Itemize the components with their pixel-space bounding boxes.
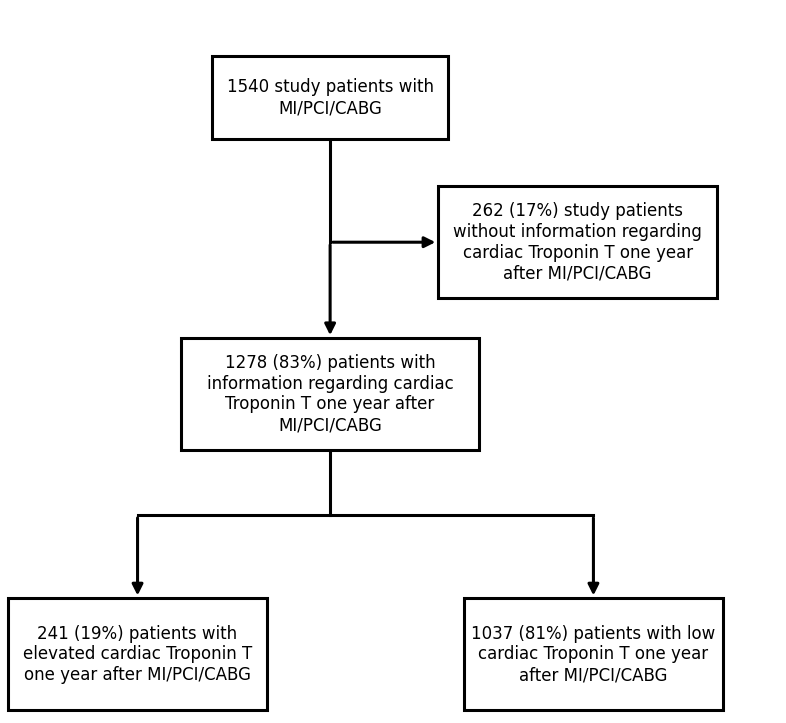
FancyBboxPatch shape — [212, 56, 448, 139]
FancyBboxPatch shape — [8, 599, 267, 710]
Text: 241 (19%) patients with
elevated cardiac Troponin T
one year after MI/PCI/CABG: 241 (19%) patients with elevated cardiac… — [23, 625, 252, 684]
Text: 1037 (81%) patients with low
cardiac Troponin T one year
after MI/PCI/CABG: 1037 (81%) patients with low cardiac Tro… — [472, 625, 715, 684]
FancyBboxPatch shape — [181, 338, 479, 450]
FancyBboxPatch shape — [439, 186, 718, 298]
Text: 262 (17%) study patients
without information regarding
cardiac Troponin T one ye: 262 (17%) study patients without informa… — [454, 202, 702, 283]
Text: 1278 (83%) patients with
information regarding cardiac
Troponin T one year after: 1278 (83%) patients with information reg… — [207, 354, 454, 435]
FancyBboxPatch shape — [464, 599, 723, 710]
Text: 1540 study patients with
MI/PCI/CABG: 1540 study patients with MI/PCI/CABG — [226, 78, 434, 117]
